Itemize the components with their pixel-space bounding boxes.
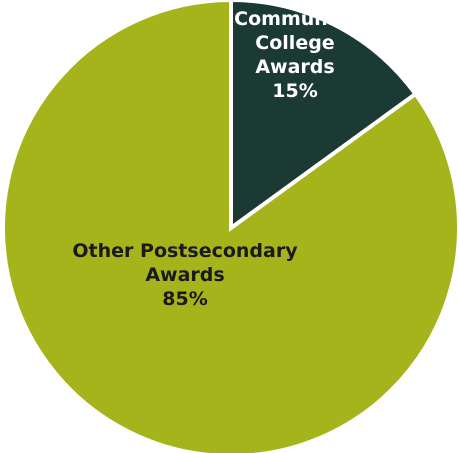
slice-value-label: 85% <box>162 288 207 310</box>
slice-category-label-line: Awards <box>145 264 224 286</box>
pie-labels: Community College Awards 15%Other Postsecon… <box>72 8 356 310</box>
slice-value-label: 15% <box>272 80 317 102</box>
slice-label-other-postsecondary-awards: Other Postsecondary Awards 85% <box>72 240 298 310</box>
slice-category-label-line: Awards <box>255 56 334 78</box>
slice-category-label-line: Community <box>234 8 356 30</box>
pie-slice-community-college-awards <box>229 0 419 232</box>
slice-category-label-line: Other Postsecondary <box>72 240 298 262</box>
slice-label-community-college-awards: Community College Awards 15% <box>234 8 356 102</box>
slice-category-label-line: College <box>255 32 334 54</box>
